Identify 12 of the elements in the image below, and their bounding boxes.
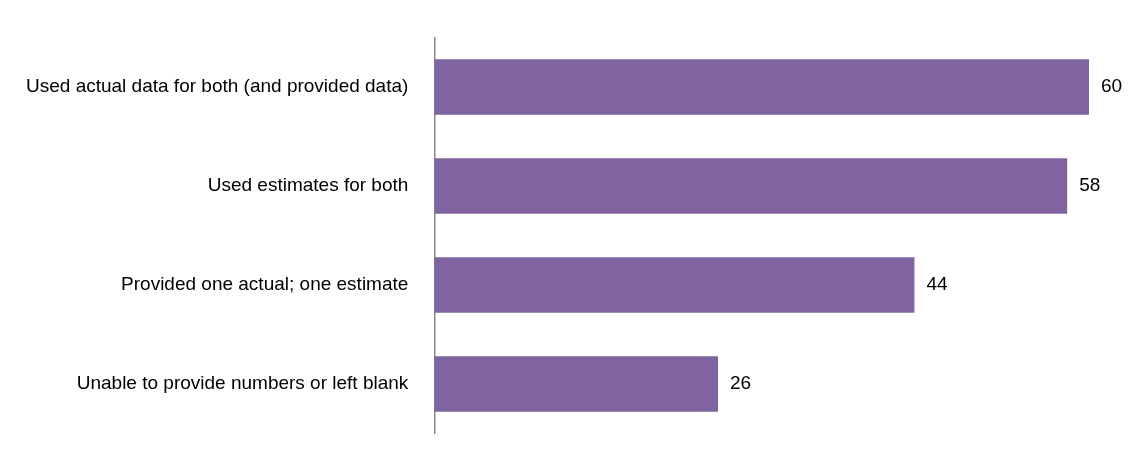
y-tick-label: Provided one actual; one estimate [121,273,409,295]
y-tick-label: Used estimates for both [207,174,409,196]
data-label: 44 [926,273,948,295]
data-label: 58 [1079,174,1101,196]
data-label: 26 [730,372,752,394]
y-tick-label: Used actual data for both (and provided data) [26,75,409,97]
bar [434,356,719,412]
bar [434,158,1068,214]
y-tick-label: Unable to provide numbers or left blank [76,372,409,394]
bar [434,257,915,313]
bar [434,59,1089,115]
data-label: 60 [1101,75,1123,97]
